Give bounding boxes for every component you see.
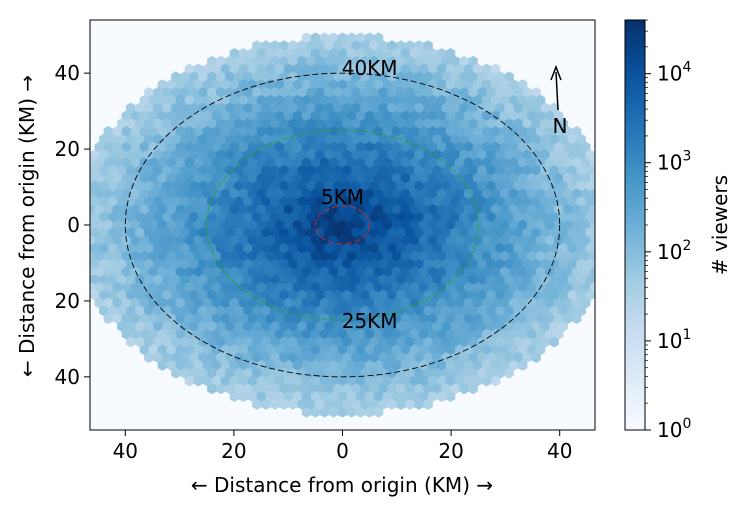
x-tick-label: 20: [221, 439, 246, 463]
north-arrowhead-icon: [550, 64, 562, 81]
hex-bin: [608, 220, 617, 230]
hex-bin: [517, 359, 528, 371]
y-tick-label: 40: [55, 365, 80, 389]
hex-bin: [90, 167, 91, 174]
x-tick-label: 40: [113, 439, 138, 463]
hex-bin: [468, 383, 478, 395]
hex-bin: [604, 259, 613, 269]
hex-bin: [599, 173, 608, 183]
hex-bin: [90, 198, 91, 205]
colorbar-gradient: [624, 19, 646, 431]
y-tick-label: 0: [67, 213, 80, 237]
hex-bin: [599, 251, 608, 261]
north-arrow-icon: [555, 71, 559, 111]
north-compass: N: [550, 64, 568, 138]
y-tick-label: 40: [55, 61, 80, 85]
hex-bin: [608, 204, 617, 214]
hex-bin: [604, 196, 613, 206]
hex-bin: [90, 182, 91, 190]
distance-circles: [124, 72, 561, 378]
circle-label-25km: 25KM: [342, 309, 398, 333]
hex-bin: [604, 243, 613, 253]
compass-label: N: [553, 114, 568, 138]
colorbar-tick-label: 103: [657, 149, 691, 175]
hex-bin: [77, 173, 86, 183]
hex-bin: [572, 313, 582, 325]
colorbar-tick-label: 102: [657, 238, 691, 264]
hex-bin: [594, 198, 595, 205]
hex-bin: [549, 336, 559, 348]
circle-25km: [206, 129, 479, 321]
colorbar-tick-label: 101: [657, 327, 691, 353]
colorbar-tick-label: 104: [657, 60, 691, 86]
hex-bin: [72, 181, 81, 191]
x-axis: 40 20 0 20 40: [113, 430, 572, 463]
hex-bin: [445, 391, 456, 403]
hex-bin: [594, 167, 595, 174]
y-tick-label: 20: [55, 289, 80, 313]
x-tick-label: 20: [438, 439, 463, 463]
circle-40km: [124, 72, 561, 378]
hex-bin: [594, 229, 595, 236]
hex-bin: [531, 352, 541, 364]
hex-bin: [72, 243, 81, 253]
hex-bin: [90, 260, 91, 268]
circle-label-40km: 40KM: [342, 56, 398, 80]
y-axis: 40 20 0 20 40: [55, 61, 90, 389]
hex-bin: [594, 245, 595, 252]
hex-bin: [599, 220, 608, 230]
hex-bin: [77, 267, 86, 277]
hex-bin: [594, 260, 595, 268]
hex-bin: [599, 204, 608, 214]
hex-bin: [373, 406, 384, 418]
hex-bin: [599, 235, 608, 245]
circle-labels: 5KM 25KM 40KM: [321, 56, 398, 333]
hex-bin: [90, 214, 91, 221]
colorbar-tick-label: 100: [657, 416, 691, 442]
y-tick-label: 20: [55, 137, 80, 161]
hex-bin: [77, 189, 86, 199]
x-axis-label: ← Distance from origin (KM) →: [191, 473, 493, 497]
hex-bin: [594, 214, 595, 221]
hex-bin: [599, 189, 608, 199]
hex-bin: [594, 276, 595, 283]
circle-5km: [314, 205, 371, 245]
hex-bin: [604, 181, 613, 191]
hex-bin: [504, 367, 514, 379]
hex-bin: [90, 276, 91, 283]
hex-bin: [77, 251, 86, 261]
colorbar-ticks: 100 101 102 103 104: [645, 19, 691, 442]
hex-bin: [90, 245, 91, 252]
hex-bin: [423, 398, 433, 410]
hex-bin: [604, 212, 613, 222]
y-axis-label: ← Distance from origin (KM) →: [15, 75, 39, 377]
hex-bin: [490, 375, 501, 387]
hexbin-layer: [72, 32, 617, 418]
circle-label-5km: 5KM: [321, 185, 364, 209]
hex-bin: [608, 235, 617, 245]
hex-bin: [594, 182, 595, 190]
colorbar: 100 101 102 103 104 # viewers: [624, 19, 732, 442]
colorbar-label: # viewers: [708, 175, 732, 275]
x-tick-label: 0: [336, 439, 349, 463]
hex-bin: [72, 196, 81, 206]
x-tick-label: 40: [547, 439, 572, 463]
hex-bin: [599, 267, 608, 277]
hex-bin: [604, 228, 613, 238]
hex-bin: [90, 229, 91, 236]
hex-bin: [72, 259, 81, 269]
